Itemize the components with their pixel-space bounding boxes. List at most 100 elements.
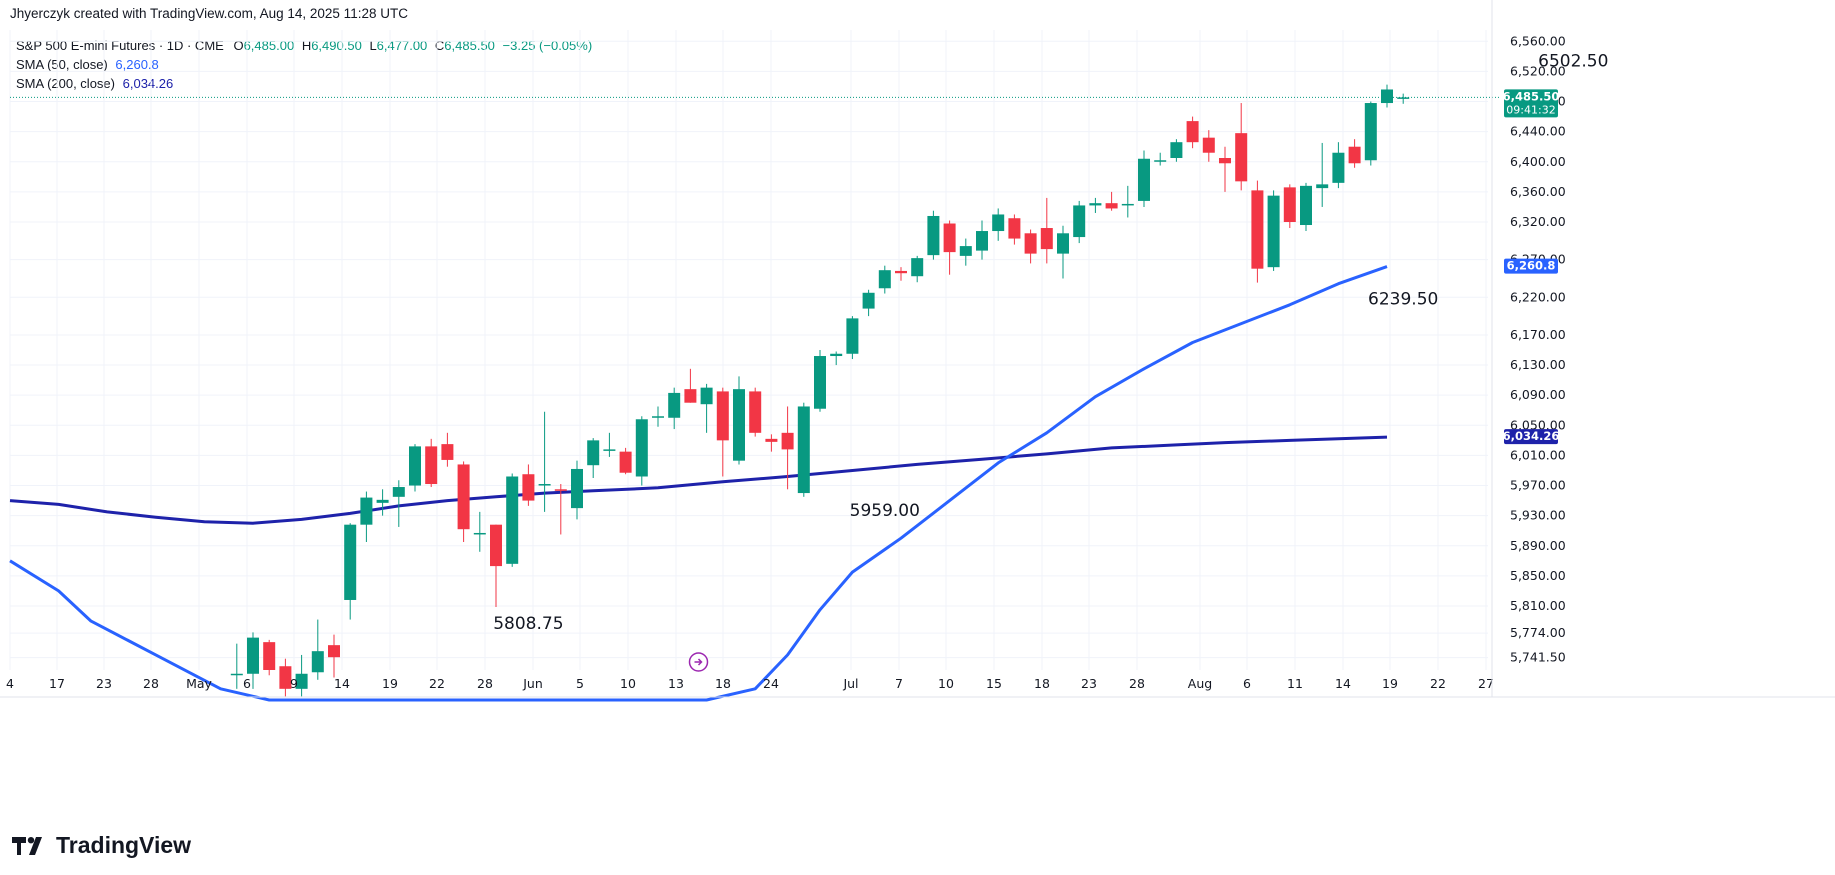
candle-body <box>230 673 243 676</box>
x-tick-label: 4 <box>6 676 14 691</box>
event-marker-arrow <box>694 658 703 666</box>
candle-body <box>700 387 713 405</box>
x-tick-label: May <box>186 676 212 691</box>
x-tick-label: 24 <box>763 676 779 691</box>
x-tick-label: 10 <box>938 676 954 691</box>
candle <box>1121 185 1134 218</box>
candle-body <box>1138 158 1150 201</box>
candle-body <box>441 444 454 460</box>
candle <box>473 511 486 552</box>
candle-body <box>571 468 583 509</box>
x-tick-label: 9 <box>290 676 298 691</box>
y-tick-label: 6,010.00 <box>1510 447 1566 462</box>
event-marker-icon <box>688 652 709 672</box>
candle <box>781 406 794 490</box>
candle-body <box>587 440 600 466</box>
candle <box>1267 190 1280 271</box>
sma50-line-group <box>9 265 1388 702</box>
candle-body <box>554 489 567 491</box>
y-tick-label: 5,741.50 <box>1510 650 1566 665</box>
y-tick-label: 6,560.00 <box>1510 33 1566 48</box>
candle <box>1170 139 1183 162</box>
y-tick-label: 6,090.00 <box>1510 387 1566 402</box>
legend-sma200-label: SMA (200, close) <box>16 76 115 91</box>
candle <box>1105 191 1118 211</box>
price-annotation: 5808.75 <box>493 614 563 634</box>
candle-body <box>522 474 535 501</box>
legend-sma200-row[interactable]: SMA (200, close) 6,034.26 <box>16 74 592 93</box>
candle <box>1397 93 1410 104</box>
candle <box>344 523 357 620</box>
candle <box>457 461 470 542</box>
candle <box>619 447 632 475</box>
candle-body <box>814 356 826 409</box>
candle <box>1202 130 1215 162</box>
candle <box>830 351 843 366</box>
price-tag: 6,034.26 <box>1503 429 1559 445</box>
candle-body <box>797 406 810 494</box>
brand-name: TradingView <box>56 832 192 858</box>
price-tag-countdown: 09:41:32 <box>1506 103 1555 116</box>
x-tick-label: 14 <box>334 676 350 691</box>
candle <box>1057 225 1069 279</box>
x-tick-label: 28 <box>477 676 493 691</box>
candle <box>1040 197 1053 264</box>
candle <box>538 411 551 512</box>
candle <box>1219 146 1231 192</box>
candle <box>700 383 713 433</box>
candle-body <box>652 416 664 418</box>
candle-body <box>1283 187 1296 222</box>
candle <box>230 643 243 689</box>
legend-open-label: O <box>233 38 244 53</box>
candle-body <box>911 258 924 277</box>
y-tick-label: 5,890.00 <box>1510 538 1566 553</box>
x-tick-label: 23 <box>96 676 112 691</box>
candle <box>1316 142 1329 207</box>
price-tag-label: 6,485.50 <box>1503 89 1560 103</box>
x-tick-label: 28 <box>1129 676 1145 691</box>
y-tick-label: 6,320.00 <box>1510 214 1566 229</box>
candle-body <box>1073 205 1086 238</box>
y-tick-label: 5,930.00 <box>1510 508 1566 523</box>
sma200-line-group <box>9 435 1388 525</box>
candle-body <box>1154 160 1167 162</box>
candle-body <box>1008 218 1021 239</box>
candle-body <box>976 231 988 251</box>
price-tag-bg <box>1504 258 1558 274</box>
candle <box>1138 150 1150 207</box>
x-tick-label: 10 <box>620 676 636 691</box>
x-tick-label: 28 <box>143 676 159 691</box>
candle-body <box>895 270 907 274</box>
x-tick-label: 15 <box>986 676 1002 691</box>
candle-body <box>635 419 648 477</box>
y-tick-label: 6,130.00 <box>1510 357 1566 372</box>
candle <box>992 208 1005 241</box>
candle <box>895 267 907 281</box>
legend-sma50-row[interactable]: SMA (50, close) 6,260.8 <box>16 55 592 74</box>
tradingview-brand[interactable]: TradingView <box>12 832 191 859</box>
x-tick-label: 7 <box>895 676 903 691</box>
candle <box>668 387 681 430</box>
candle <box>635 416 648 486</box>
candle-body <box>263 642 276 670</box>
y-tick-label: 5,850.00 <box>1510 568 1566 583</box>
candle <box>360 491 373 542</box>
candle <box>311 619 324 680</box>
candle <box>1008 214 1021 245</box>
candle <box>862 289 875 317</box>
candle-body <box>1316 184 1329 189</box>
candle-body <box>749 391 762 433</box>
candle <box>441 432 454 467</box>
y-tick-label: 6,400.00 <box>1510 154 1566 169</box>
legend-high-label: H <box>301 38 312 53</box>
candle <box>1235 103 1248 191</box>
candle <box>1300 182 1312 232</box>
candle <box>1154 152 1167 166</box>
legend-sma200-value: 6,034.26 <box>122 76 174 91</box>
candle <box>1364 101 1377 166</box>
candle-body <box>1024 233 1037 254</box>
candle-body <box>376 499 389 503</box>
sma50-line <box>9 265 1388 702</box>
